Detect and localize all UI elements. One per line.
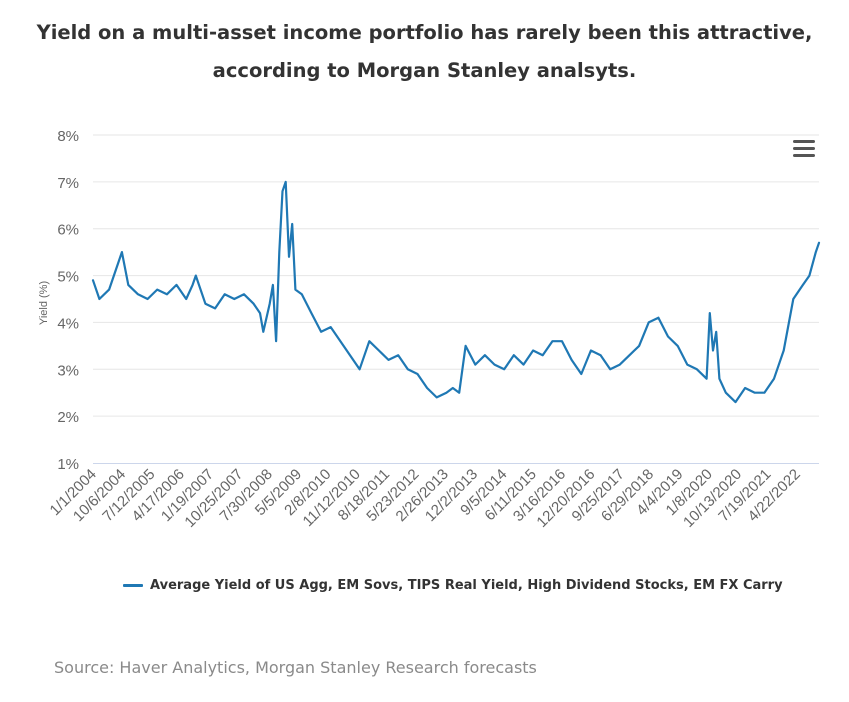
menu-bar xyxy=(793,140,815,143)
legend-label: Average Yield of US Agg, EM Sovs, TIPS R… xyxy=(150,578,783,593)
legend-item[interactable]: Average Yield of US Agg, EM Sovs, TIPS R… xyxy=(123,578,783,593)
chart-title-line-1: Yield on a multi-asset income portfolio … xyxy=(36,21,813,44)
source-note: Source: Haver Analytics, Morgan Stanley … xyxy=(54,658,537,677)
y-tick-label: 1% xyxy=(57,456,79,473)
y-tick-label: 5% xyxy=(57,269,79,286)
y-tick-label: 4% xyxy=(57,315,79,332)
y-tick-label: 2% xyxy=(57,409,79,426)
y-tick-label: 7% xyxy=(57,175,79,192)
legend-swatch xyxy=(123,584,143,587)
y-tick-label: 8% xyxy=(57,128,79,145)
series-line xyxy=(91,180,821,404)
menu-bar xyxy=(793,147,815,150)
menu-bar xyxy=(793,154,815,157)
y-axis-title: Yield (%) xyxy=(38,281,50,325)
y-tick-label: 3% xyxy=(57,362,79,379)
hamburger-menu-icon[interactable] xyxy=(793,140,815,157)
y-tick-label: 6% xyxy=(57,222,79,239)
chart-title-line-2: according to Morgan Stanley analsyts. xyxy=(212,59,637,82)
